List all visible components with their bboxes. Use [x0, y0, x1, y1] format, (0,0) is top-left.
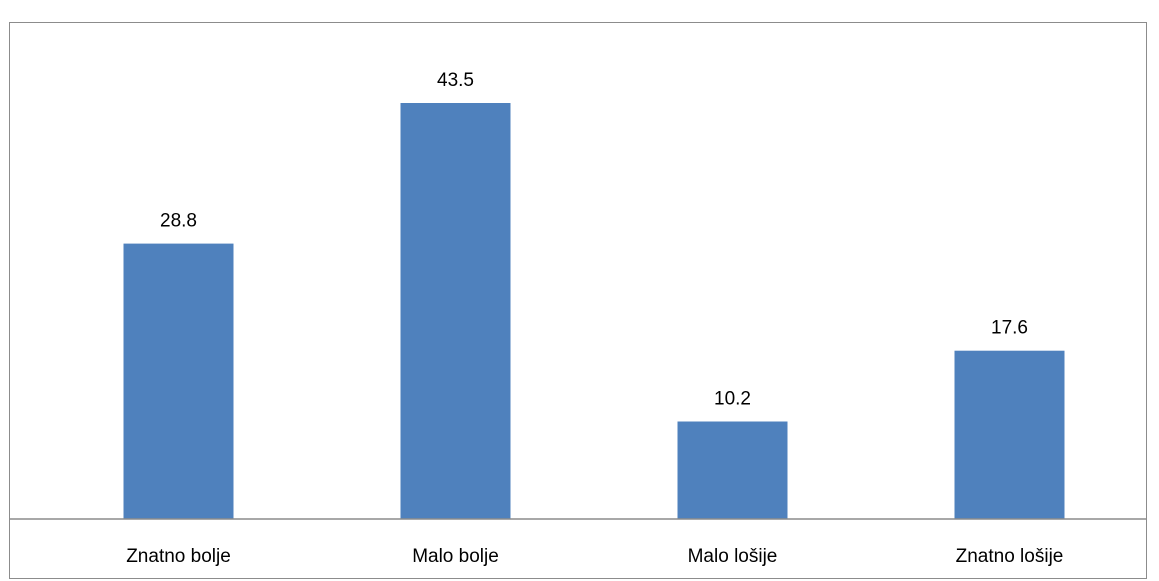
value-label-3: 10.2 [714, 389, 751, 410]
value-label-2: 43.5 [437, 70, 474, 91]
bar-4 [954, 350, 1065, 519]
value-label-4: 17.6 [991, 318, 1028, 339]
bar-1 [123, 243, 234, 519]
category-label-2: Malo bolje [412, 546, 499, 567]
category-label-3: Malo lošije [688, 546, 778, 567]
bars-layer [123, 103, 1065, 519]
category-labels-layer: Znatno bolje Malo bolje Malo lošije Znatno … [126, 546, 1063, 567]
value-label-1: 28.8 [160, 211, 197, 232]
category-label-1: Znatno bolje [126, 546, 231, 567]
bar-3 [677, 421, 788, 519]
category-label-4: Znatno lošije [956, 546, 1064, 567]
value-labels-layer: 28.8 43.5 10.2 17.6 [160, 70, 1028, 410]
bar-2 [400, 103, 511, 519]
